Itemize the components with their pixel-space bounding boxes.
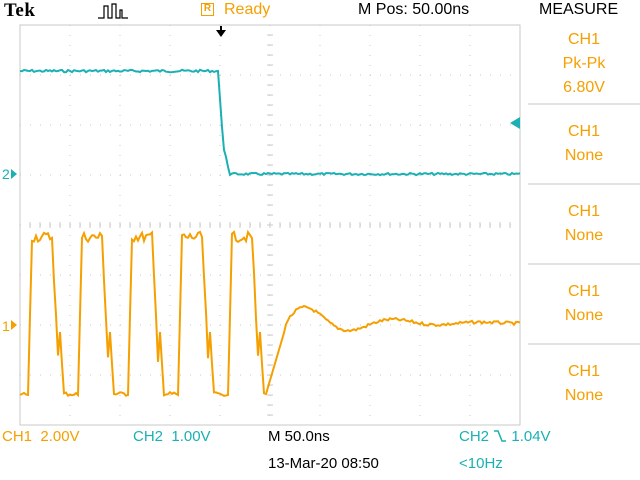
ch2-scale-readout: CH2 1.00V — [133, 428, 211, 445]
ch2-ground-marker: 2 — [2, 166, 10, 182]
pulse-trigger-icon — [98, 2, 128, 25]
falling-edge-icon — [494, 430, 507, 442]
ch1-scale: 2.00V — [40, 428, 80, 445]
ch1-scale-readout: CH1 2.00V — [2, 428, 80, 445]
date-time: 13-Mar-20 08:50 — [268, 455, 379, 472]
brand-logo: Tek — [4, 0, 36, 21]
measure-type: None — [564, 147, 604, 164]
measure-source: CH1 — [567, 283, 600, 300]
measure-type: None — [564, 307, 604, 324]
horizontal-position: M Pos: 50.00ns — [358, 1, 470, 18]
menu-title: MEASURE — [539, 1, 619, 18]
trigger-level: 1.04V — [511, 428, 551, 445]
measure-source: CH1 — [567, 31, 600, 48]
acquisition-status-icon: R — [201, 3, 214, 16]
measure-slot-3[interactable]: CH1 None — [528, 200, 640, 248]
graticule-ticks — [19, 24, 521, 426]
acquisition-status: Ready — [224, 1, 271, 18]
measure-source: CH1 — [567, 363, 600, 380]
ch2-scale: 1.00V — [171, 428, 211, 445]
measure-slot-2[interactable]: CH1 None — [528, 120, 640, 168]
timebase-readout: M 50.0ns — [268, 428, 330, 445]
measure-type: None — [564, 227, 604, 244]
measure-type: Pk-Pk — [562, 55, 606, 72]
trigger-frequency: <10Hz — [459, 455, 503, 472]
measure-slot-4[interactable]: CH1 None — [528, 280, 640, 328]
ch2-waveform — [19, 68, 521, 177]
ch1-ground-marker: 1 — [2, 318, 10, 334]
trigger-source: CH2 — [459, 428, 490, 445]
measure-slot-5[interactable]: CH1 None — [528, 360, 640, 408]
ch1-waveform — [19, 229, 521, 398]
measure-value: 6.80V — [563, 79, 605, 96]
trigger-position-icon — [216, 26, 226, 37]
measure-menu-dividers — [528, 103, 640, 345]
measure-slot-1[interactable]: CH1 Pk-Pk 6.80V — [528, 28, 640, 100]
measure-type: None — [564, 387, 604, 404]
ch1-label: CH1 — [2, 428, 33, 445]
trigger-readout: CH2 1.04V — [459, 428, 551, 445]
measure-source: CH1 — [567, 203, 600, 220]
measure-source: CH1 — [567, 123, 600, 140]
ch2-label: CH2 — [133, 428, 164, 445]
